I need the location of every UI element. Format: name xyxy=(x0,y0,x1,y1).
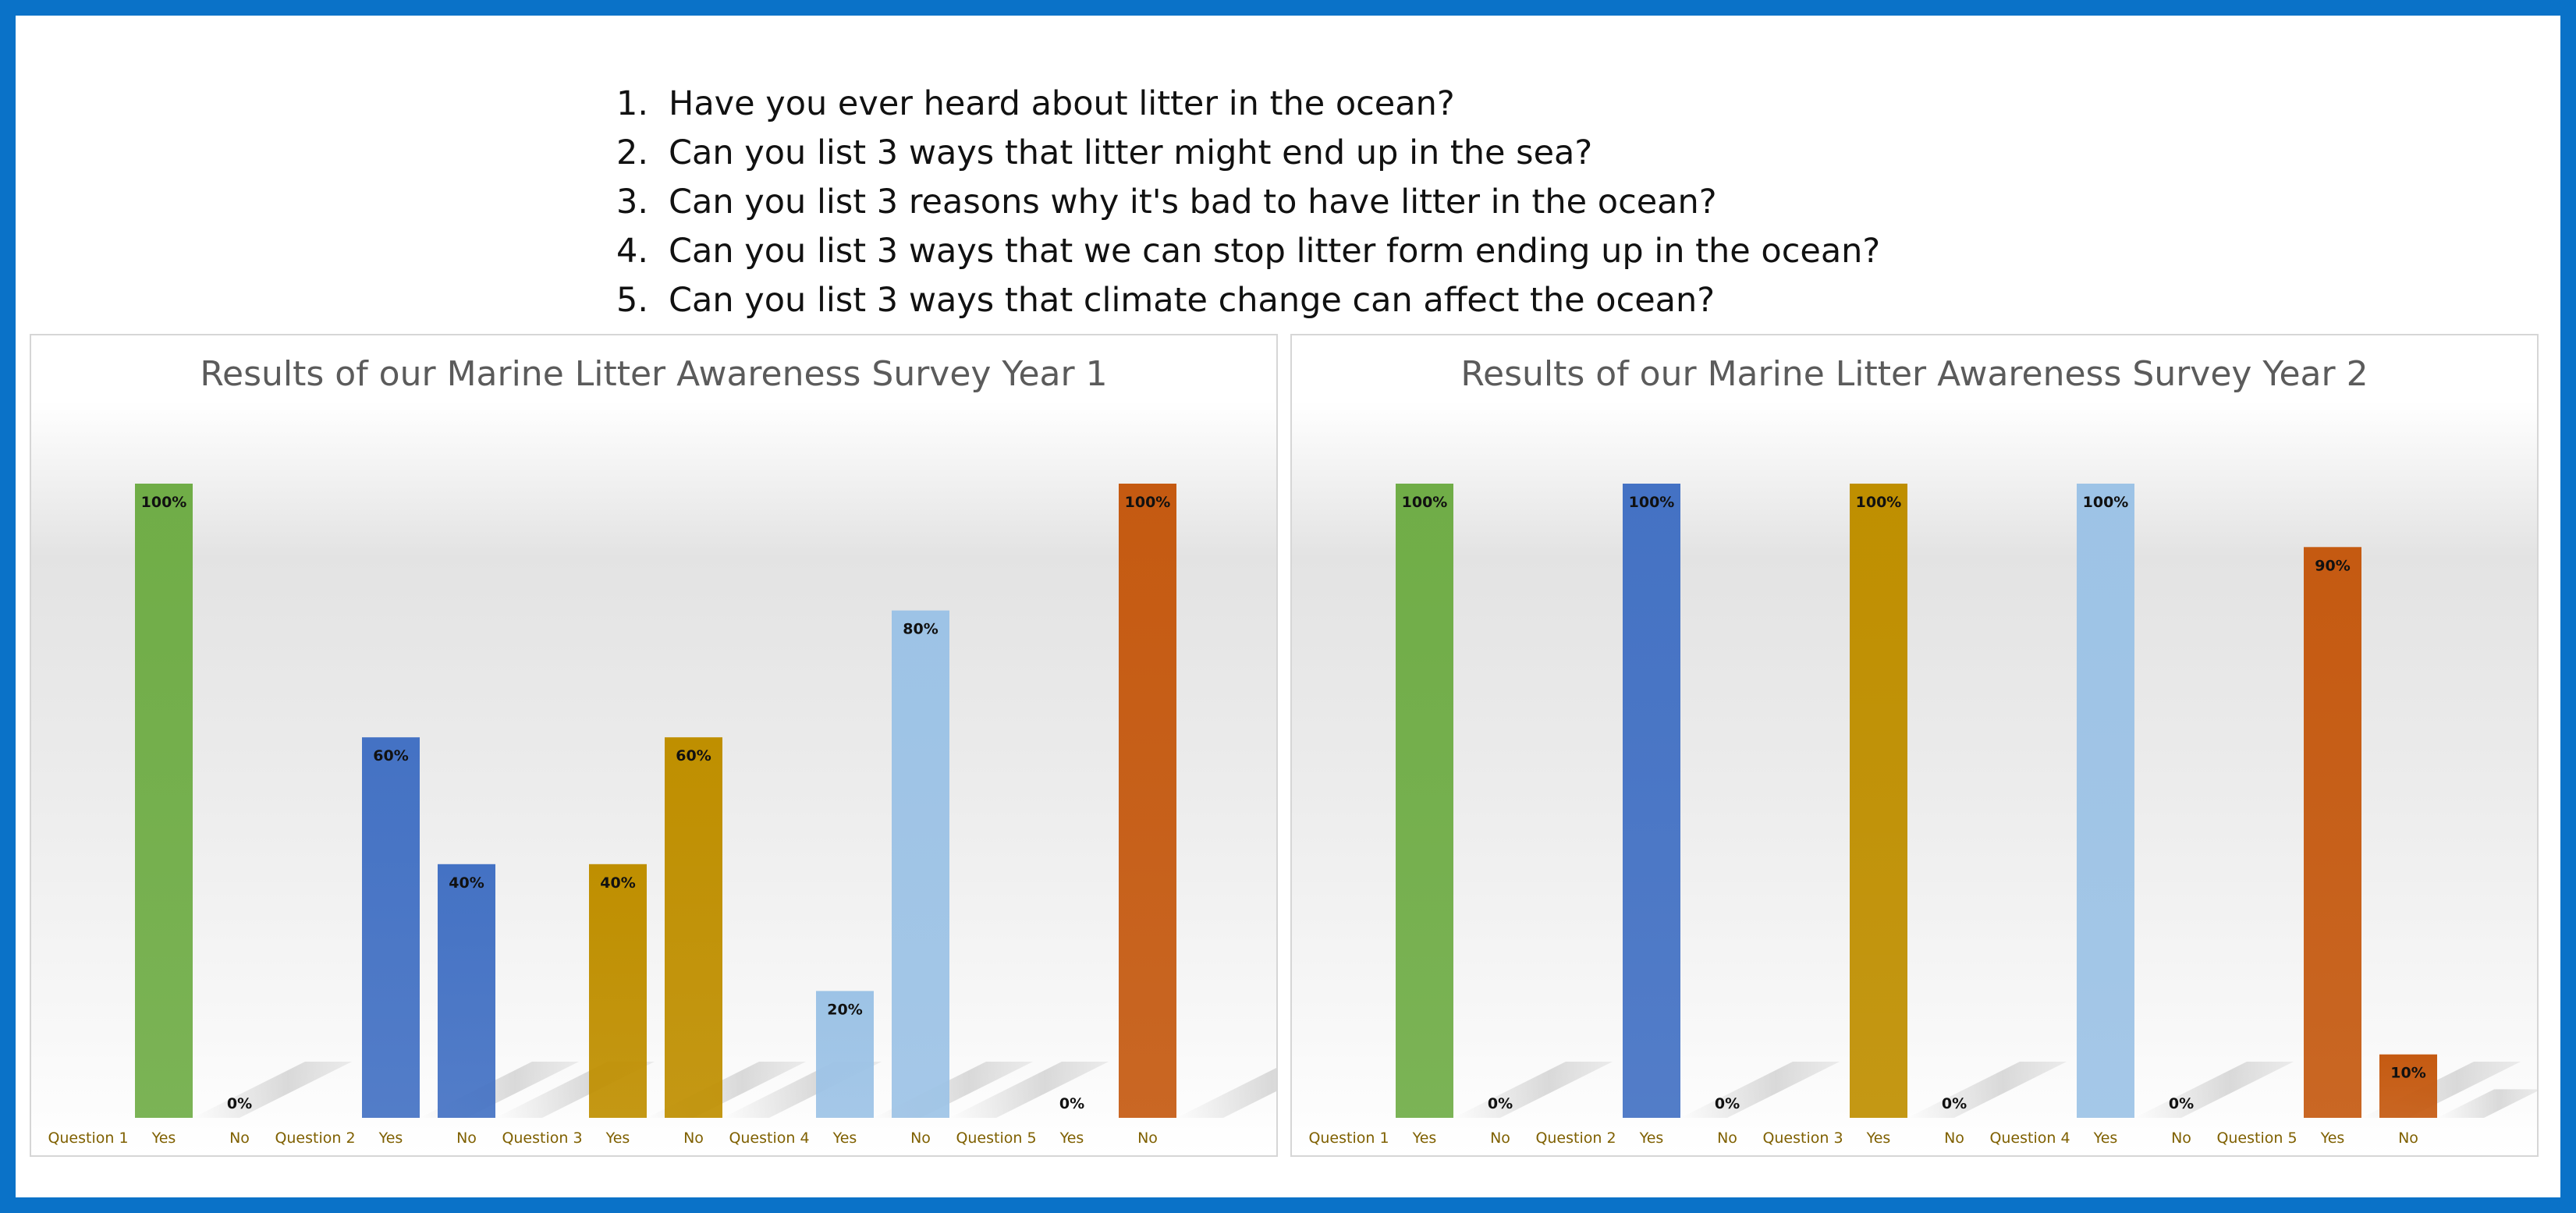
data-label: 0% xyxy=(227,1095,252,1112)
question-item: 4. Can you list 3 ways that we can stop l… xyxy=(616,227,1880,276)
data-label: 90% xyxy=(2315,557,2350,574)
bar-shadow xyxy=(949,1062,1109,1118)
category-label: Yes xyxy=(1412,1130,1437,1147)
data-label: 100% xyxy=(141,494,187,511)
bar xyxy=(1623,484,1680,1118)
question-number: 5. xyxy=(616,281,649,320)
bar-chart-year-2: Question 1 100% Yes 0% No Question 2 100% Yes 0%… xyxy=(1308,484,2537,1147)
bar xyxy=(438,864,495,1118)
bar xyxy=(1119,484,1176,1118)
category-label: Yes xyxy=(605,1130,630,1147)
data-label: 0% xyxy=(1942,1095,1967,1112)
bar xyxy=(362,737,420,1118)
bar xyxy=(665,737,722,1118)
bar-shadow xyxy=(193,1062,352,1118)
question-number: 4. xyxy=(616,232,649,271)
category-label: Question 1 xyxy=(1308,1130,1389,1147)
category-label: Yes xyxy=(832,1130,857,1147)
bar-shadow xyxy=(1680,1062,1840,1118)
category-label: No xyxy=(1944,1130,1964,1147)
category-label: Question 2 xyxy=(1535,1130,1616,1147)
bar xyxy=(2304,547,2361,1118)
bar xyxy=(135,484,193,1118)
category-label: No xyxy=(1717,1130,1737,1147)
category-label: Question 3 xyxy=(1762,1130,1843,1147)
category-label: Yes xyxy=(2320,1130,2345,1147)
category-label: Yes xyxy=(2093,1130,2118,1147)
data-label: 0% xyxy=(1715,1095,1740,1112)
data-label: 0% xyxy=(2169,1095,2194,1112)
data-label: 100% xyxy=(1402,494,1448,511)
question-number: 1. xyxy=(616,84,649,123)
bar-shadow xyxy=(1907,1062,2067,1118)
category-label: Yes xyxy=(1639,1130,1664,1147)
data-label: 40% xyxy=(449,874,484,892)
category-label: No xyxy=(1137,1130,1158,1147)
chart-panel-year-1: Results of our Marine Litter Awareness S… xyxy=(30,334,1278,1157)
question-text: Can you list 3 ways that we can stop lit… xyxy=(669,232,1881,271)
category-label: Question 1 xyxy=(48,1130,128,1147)
question-item: 5. Can you list 3 ways that climate chang… xyxy=(616,276,1880,325)
data-label: 10% xyxy=(2390,1065,2425,1082)
category-label: Yes xyxy=(378,1130,403,1147)
data-label: 40% xyxy=(600,874,635,892)
category-label: No xyxy=(229,1130,250,1147)
bar xyxy=(2379,1054,2437,1118)
category-label: No xyxy=(1490,1130,1510,1147)
bar-shadow xyxy=(1453,1062,1613,1118)
bar xyxy=(892,610,949,1118)
question-number: 2. xyxy=(616,133,649,172)
category-label: Question 5 xyxy=(2216,1130,2297,1147)
category-label: Question 2 xyxy=(275,1130,355,1147)
chart-title: Results of our Marine Litter Awareness S… xyxy=(1460,354,2368,394)
data-label: 0% xyxy=(1059,1095,1084,1112)
category-label: No xyxy=(2171,1130,2191,1147)
question-text: Can you list 3 reasons why it's bad to h… xyxy=(669,183,1717,222)
bar-chart-year-1: Question 1 100% Yes 0% No Question 2 60% Yes 40%… xyxy=(48,484,1276,1147)
category-label: No xyxy=(910,1130,931,1147)
category-label: Question 4 xyxy=(729,1130,809,1147)
category-label: No xyxy=(2398,1130,2418,1147)
bar xyxy=(1850,484,1907,1118)
bar xyxy=(2077,484,2134,1118)
category-label: Yes xyxy=(151,1130,176,1147)
bar-shadow xyxy=(2134,1062,2294,1118)
data-label: 20% xyxy=(827,1001,862,1018)
data-label: 100% xyxy=(1125,494,1171,511)
category-label: Question 5 xyxy=(956,1130,1036,1147)
bar xyxy=(589,864,647,1118)
data-label: 0% xyxy=(1488,1095,1513,1112)
data-label: 100% xyxy=(2083,494,2129,511)
question-list: 1. Have you ever heard about litter in th… xyxy=(616,80,1880,325)
bar-shadow xyxy=(1176,1068,1276,1118)
data-label: 100% xyxy=(1629,494,1675,511)
data-label: 100% xyxy=(1856,494,1902,511)
question-text: Can you list 3 ways that litter might en… xyxy=(669,133,1593,172)
bar xyxy=(816,991,874,1118)
category-label: No xyxy=(683,1130,704,1147)
question-item: 2. Can you list 3 ways that litter might … xyxy=(616,129,1880,178)
question-text: Can you list 3 ways that climate change … xyxy=(669,281,1716,320)
data-label: 60% xyxy=(373,747,408,764)
question-number: 3. xyxy=(616,183,649,222)
category-label: Question 3 xyxy=(502,1130,582,1147)
category-label: Yes xyxy=(1059,1130,1084,1147)
data-label: 80% xyxy=(903,621,938,638)
question-item: 1. Have you ever heard about litter in th… xyxy=(616,80,1880,129)
bar-shadow xyxy=(2437,1089,2537,1118)
category-label: Yes xyxy=(1866,1130,1891,1147)
bar xyxy=(1396,484,1453,1118)
category-label: Question 4 xyxy=(1989,1130,2070,1147)
chart-title: Results of our Marine Litter Awareness S… xyxy=(200,354,1108,394)
data-label: 60% xyxy=(676,747,711,764)
question-text: Have you ever heard about litter in the … xyxy=(669,84,1455,123)
chart-panel-year-2: Results of our Marine Litter Awareness S… xyxy=(1290,334,2539,1157)
category-label: No xyxy=(456,1130,477,1147)
question-item: 3. Can you list 3 reasons why it's bad to… xyxy=(616,178,1880,227)
